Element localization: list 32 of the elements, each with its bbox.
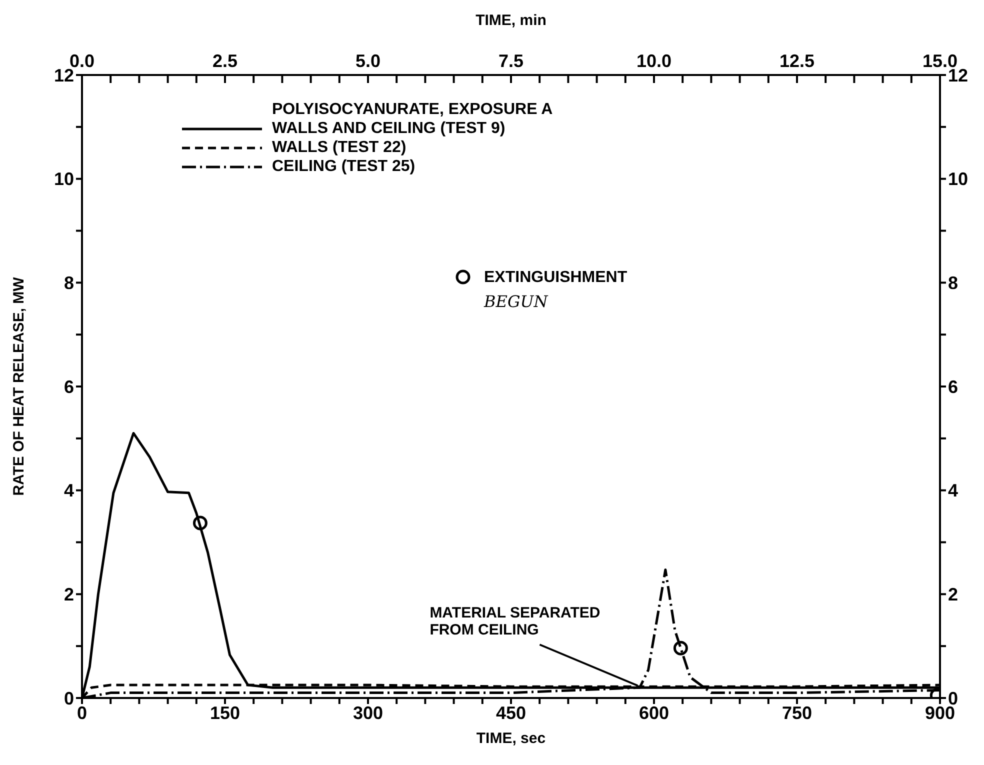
x2-tick-label: 5.0 [355,51,381,71]
y2-tick-label: 6 [948,376,958,397]
y-axis-title: RATE OF HEAT RELEASE, MW [10,276,28,496]
y-tick-label: 2 [64,584,74,605]
y2-tick-label: 2 [948,584,958,605]
x-axis-title: TIME, sec [476,730,546,747]
y-tick-label: 0 [64,688,74,708]
annotation: BEGUN [484,292,550,311]
annotation: MATERIAL SEPARATED FROM CEILING [430,604,600,639]
y2-tick-label: 4 [948,480,958,501]
x-tick-label: 450 [496,702,526,723]
y-tick-label: 6 [64,376,74,397]
legend-label: CEILING (TEST 25) [272,157,416,176]
x-tick-label: 750 [782,702,812,723]
y2-tick-label: 10 [948,169,968,190]
y-tick-label: 8 [64,273,74,294]
x2-tick-label: 2.5 [212,51,238,71]
y2-tick-label: 8 [948,273,958,294]
x-tick-label: 150 [210,702,240,723]
y-tick-label: 4 [64,480,74,501]
y-tick-label: 10 [54,169,74,190]
x-tick-label: 300 [352,702,384,723]
x-tick-label: 0 [76,702,88,723]
x2-tick-label: 10.0 [636,51,672,71]
legend-title: POLYISOCYANURATE, EXPOSURE A [272,100,554,119]
x2-tick-label: 7.5 [498,51,524,71]
legend-label: WALLS (TEST 22) [272,138,406,157]
x2-tick-label: 12.5 [779,51,815,71]
x-tick-label: 600 [638,702,670,723]
x2-axis-title: TIME, min [474,12,548,29]
legend-label: WALLS AND CEILING (TEST 9) [272,119,506,138]
legend-label: EXTINGUISHMENT [484,268,628,286]
